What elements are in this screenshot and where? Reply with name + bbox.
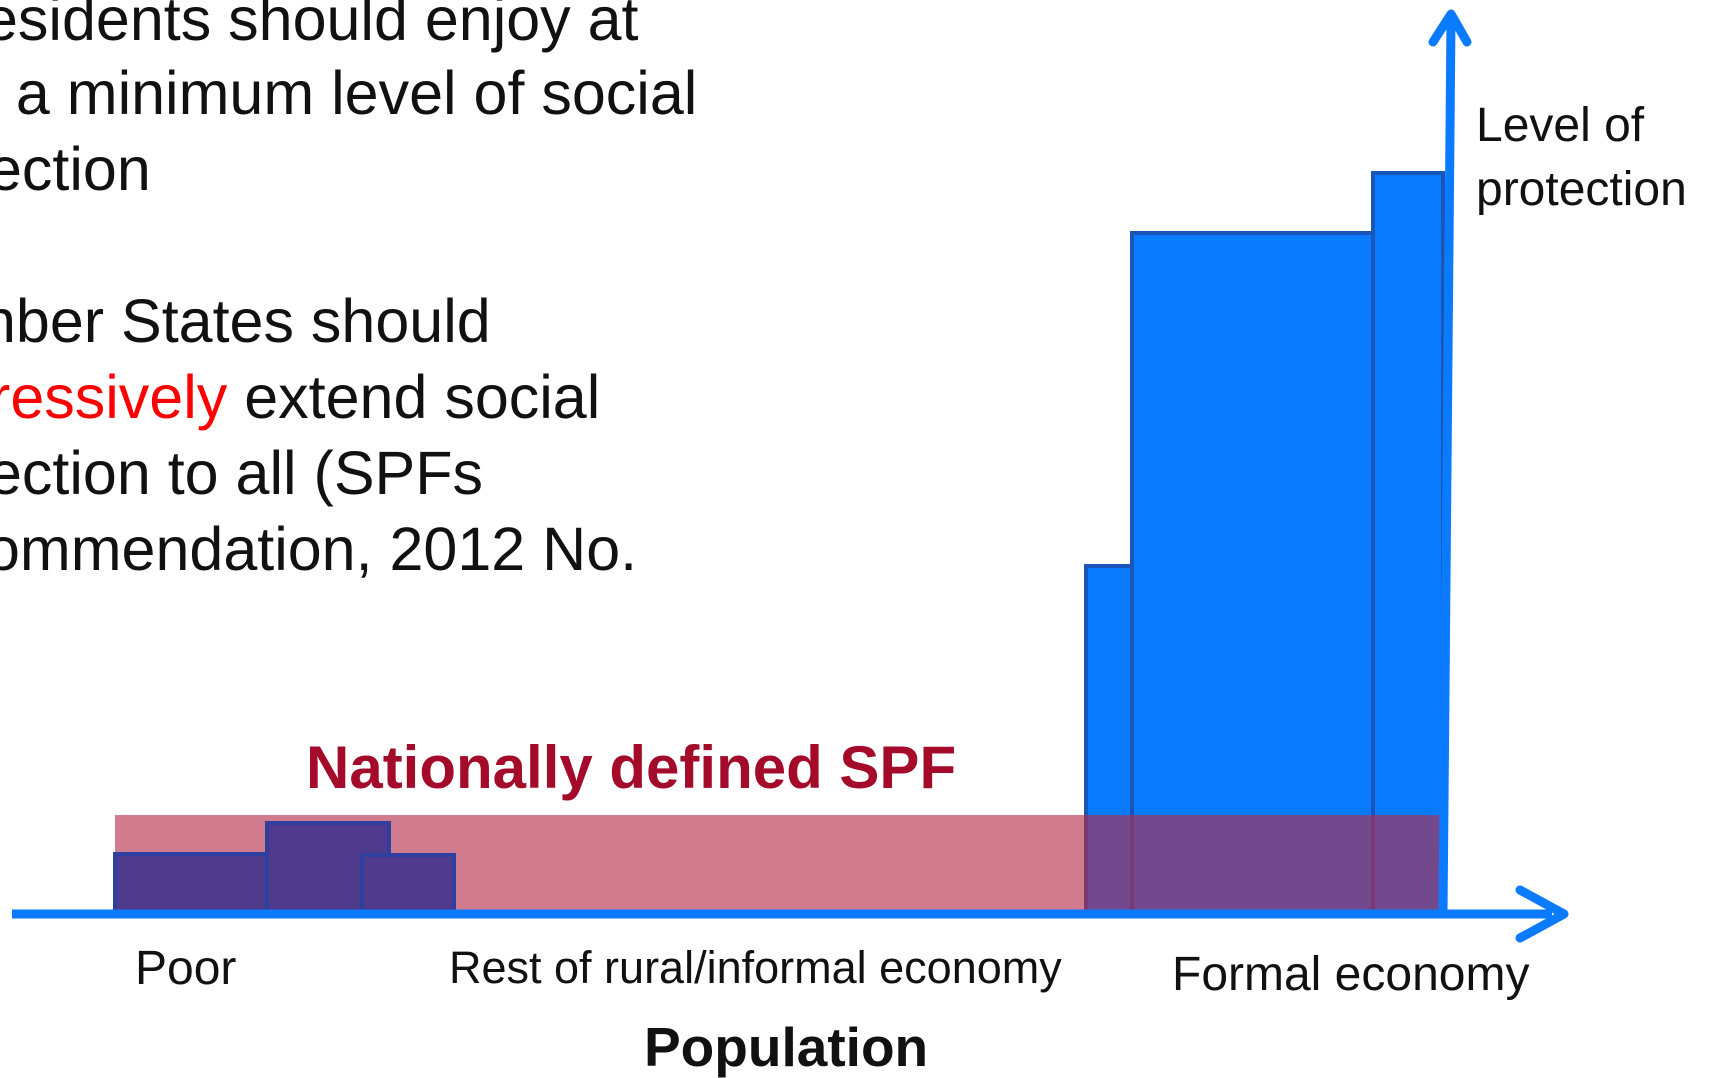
y-axis-label-line-2: protection (1476, 163, 1687, 216)
text-line-5: ressively extend social (0, 367, 600, 428)
text-line-4: nber States should (0, 287, 491, 355)
y-axis-arrowhead (1428, 9, 1472, 47)
text-line-7: ommendation, 2012 No. (0, 515, 638, 583)
spf-label: Nationally defined SPF (306, 734, 957, 801)
poor-bar-3 (360, 853, 456, 916)
y-axis-label-line-1: Level of (1476, 99, 1645, 152)
x-axis-title: Population (644, 1016, 929, 1078)
segment-label-rural-informal: Rest of rural/informal economy (449, 942, 1062, 993)
text-line-1: esidents should enjoy at (0, 0, 639, 53)
x-axis-arrowhead (1515, 885, 1569, 943)
text-line-2: t a minimum level of social (0, 59, 698, 127)
highlight-word: ressively (0, 363, 228, 431)
text-line-3: ection (0, 135, 151, 203)
formal-bar-3 (1371, 171, 1445, 916)
segment-label-formal: Formal economy (1172, 948, 1530, 1001)
text-line-6: ection to all (SPFs (0, 439, 483, 507)
poor-bar-1 (113, 852, 269, 916)
formal-bar-2 (1130, 231, 1375, 916)
y-axis (1438, 19, 1456, 915)
segment-label-poor: Poor (135, 942, 237, 995)
text-line-5-rest: extend social (244, 363, 601, 431)
